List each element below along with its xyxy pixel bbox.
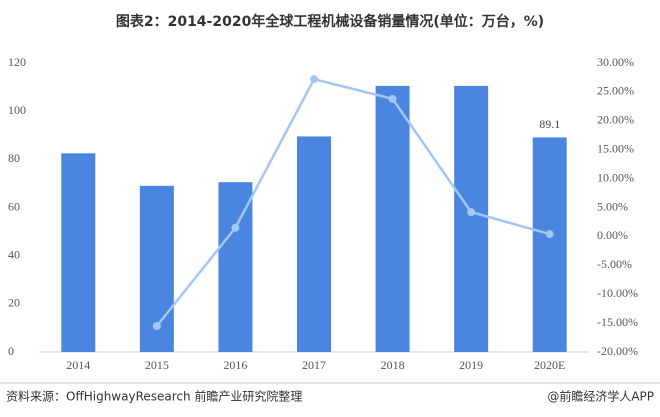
x-tick-label: 2016 [223, 358, 247, 372]
y-tick-label: 0 [8, 344, 14, 358]
y-tick-label: 40 [8, 247, 20, 261]
y2-tick-label: 15.00% [597, 141, 634, 155]
y2-tick-label: 10.00% [597, 170, 634, 184]
line-marker [467, 208, 476, 217]
line-marker [545, 230, 554, 239]
line-marker [388, 94, 397, 103]
y2-tick-label: -20.00% [597, 344, 638, 358]
x-tick-label: 2017 [302, 358, 326, 372]
bar [532, 137, 567, 352]
bar [297, 136, 331, 352]
x-tick-label: 2020E [534, 358, 565, 372]
source: 资料来源：OffHighwayResearch 前瞻产业研究院整理 [6, 389, 302, 404]
y-tick-label: 100 [8, 103, 26, 117]
y-tick-label: 120 [8, 55, 26, 69]
line-marker [152, 321, 161, 330]
y2-tick-label: 0.00% [597, 228, 628, 242]
x-tick-label: 2014 [66, 358, 90, 372]
bar [454, 85, 489, 353]
y2-tick-label: 20.00% [597, 113, 634, 127]
chart-title: 图表2：2014-2020年全球工程机械设备销量情况(单位：万台，%) [116, 13, 544, 30]
y2-tick-label: -5.00% [597, 257, 632, 271]
y2-tick-label: -15.00% [597, 315, 638, 329]
brand: @前瞻经济学人APP [547, 389, 654, 404]
bar [218, 182, 253, 352]
x-tick-label: 2015 [145, 358, 169, 372]
data-label: 89.1 [539, 117, 560, 131]
x-tick-label: 2019 [459, 358, 483, 372]
y-tick-label: 80 [8, 151, 20, 165]
bar [375, 85, 410, 353]
y2-tick-label: 25.00% [597, 84, 634, 98]
y2-tick-label: 5.00% [597, 199, 628, 213]
y2-tick-label: 30.00% [597, 55, 634, 69]
y-tick-label: 60 [8, 199, 20, 213]
x-tick-label: 2018 [381, 358, 405, 372]
line-marker [310, 75, 318, 84]
line [155, 77, 551, 327]
bar [61, 153, 96, 352]
y2-tick-label: -10.00% [597, 286, 638, 300]
line-marker [231, 223, 240, 232]
y-tick-label: 20 [8, 296, 20, 310]
